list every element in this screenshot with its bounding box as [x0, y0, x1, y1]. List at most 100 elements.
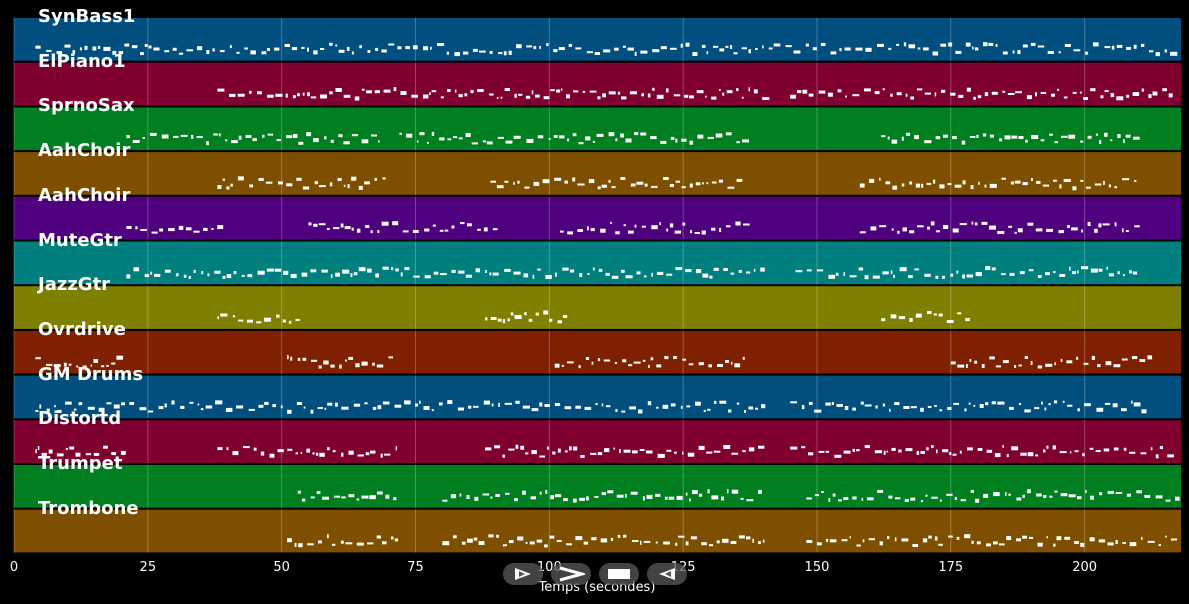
note: [864, 445, 870, 449]
note: [307, 47, 309, 52]
note: [193, 230, 200, 233]
playback-controls: [503, 563, 687, 585]
note: [869, 178, 875, 183]
note: [310, 409, 314, 414]
note: [865, 47, 872, 52]
note: [1147, 355, 1153, 360]
note: [868, 538, 875, 541]
note: [453, 136, 458, 139]
note: [1001, 177, 1006, 180]
note: [755, 407, 759, 410]
note: [290, 274, 297, 278]
note: [867, 497, 874, 501]
note: [748, 406, 754, 410]
note: [806, 497, 812, 500]
note: [930, 221, 935, 226]
note: [908, 275, 913, 279]
note: [215, 400, 223, 405]
note: [252, 138, 257, 142]
note: [1035, 228, 1043, 232]
note: [995, 365, 1001, 368]
note: [406, 133, 413, 138]
note: [159, 228, 164, 232]
note: [502, 454, 505, 458]
note: [978, 181, 980, 185]
note: [295, 452, 298, 455]
note: [111, 452, 117, 456]
note: [225, 407, 233, 412]
note: [577, 229, 583, 232]
note: [497, 136, 504, 139]
note: [687, 452, 695, 457]
note: [1141, 537, 1143, 540]
note: [864, 275, 869, 280]
note: [191, 134, 194, 139]
note: [940, 43, 947, 47]
note: [923, 47, 929, 51]
note: [317, 407, 323, 409]
note: [500, 96, 503, 99]
note: [639, 449, 645, 451]
note: [1122, 274, 1125, 277]
note: [727, 489, 729, 494]
note: [246, 319, 253, 323]
note: [1027, 222, 1034, 226]
note: [547, 446, 549, 450]
note: [238, 135, 242, 140]
note: [377, 491, 383, 495]
note: [569, 446, 572, 451]
note: [890, 93, 893, 97]
note: [1053, 179, 1057, 182]
note: [180, 405, 185, 409]
note: [392, 221, 399, 226]
note: [1106, 266, 1109, 270]
note: [844, 47, 851, 51]
note: [583, 541, 588, 545]
play-button[interactable]: [503, 563, 543, 585]
note: [1116, 96, 1124, 101]
note: [617, 91, 621, 95]
note: [773, 43, 781, 47]
note: [646, 494, 653, 499]
note: [1090, 88, 1096, 92]
note: [302, 357, 307, 361]
note: [812, 47, 817, 51]
note: [1141, 88, 1145, 92]
note: [258, 404, 264, 408]
note: [468, 405, 472, 409]
note: [711, 495, 719, 500]
note: [413, 275, 420, 278]
note: [437, 43, 445, 46]
note: [388, 356, 393, 359]
note: [1014, 180, 1021, 184]
note: [446, 51, 449, 55]
previous-button[interactable]: [647, 563, 687, 585]
note: [344, 226, 351, 230]
note: [63, 362, 67, 367]
note: [508, 448, 515, 451]
note: [600, 228, 606, 233]
stop-button[interactable]: [599, 563, 639, 585]
next-button[interactable]: [551, 563, 591, 585]
note: [302, 92, 305, 96]
note: [622, 359, 627, 363]
note: [261, 51, 267, 55]
note: [746, 271, 751, 274]
note: [1165, 499, 1171, 502]
note: [915, 313, 922, 318]
note: [150, 271, 153, 275]
note: [35, 410, 39, 412]
note: [525, 95, 531, 99]
note: [554, 363, 560, 368]
note: [361, 495, 369, 499]
note: [75, 452, 81, 457]
note: [517, 180, 520, 184]
note: [459, 493, 462, 497]
note: [730, 45, 733, 49]
note: [412, 230, 419, 233]
note: [1115, 492, 1123, 494]
note: [539, 45, 541, 49]
note: [1133, 136, 1140, 140]
previous-icon: [659, 568, 675, 580]
note: [1149, 50, 1154, 53]
